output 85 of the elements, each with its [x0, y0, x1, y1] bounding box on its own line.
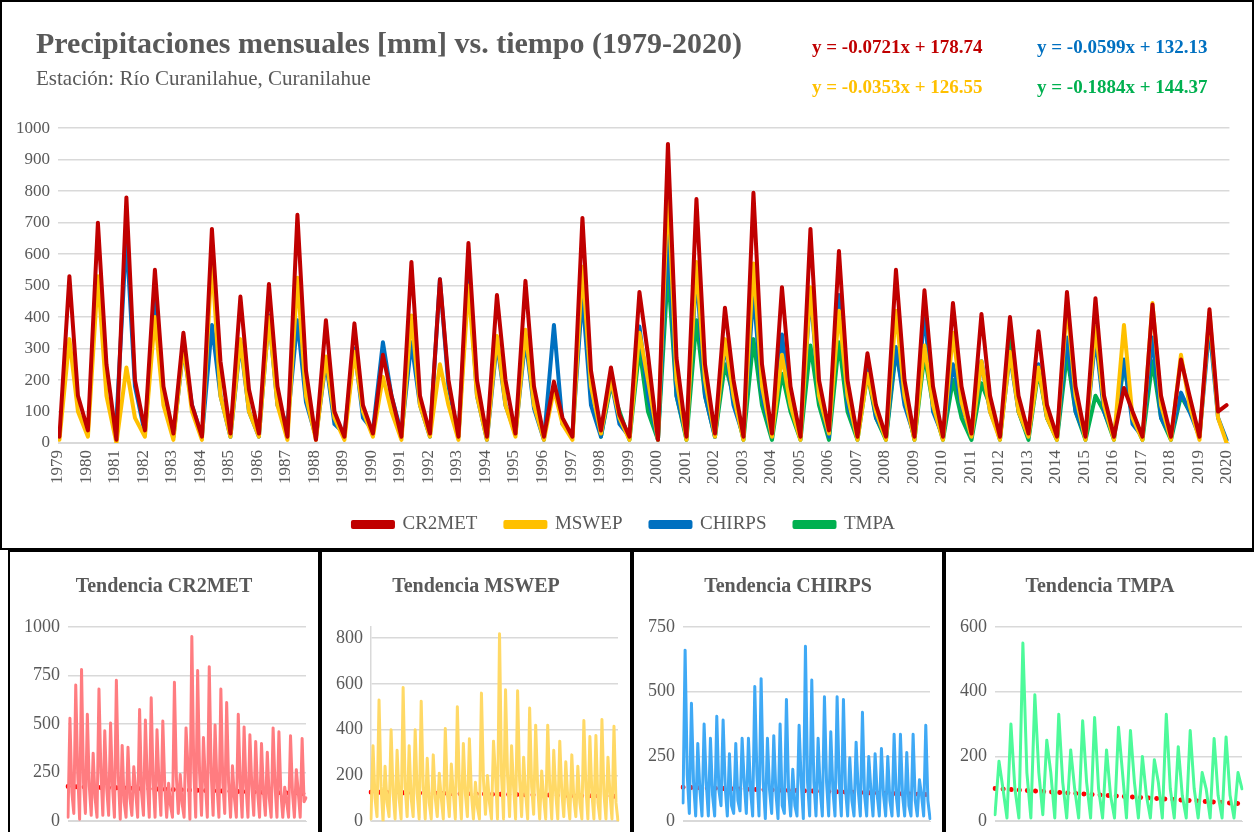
x-tick-label: 1981 [104, 450, 124, 484]
x-tick-label: 1991 [389, 450, 409, 484]
text: y = -0.0599x + 132.13 [1037, 36, 1208, 58]
x-tick-label: 1997 [560, 449, 580, 484]
y-tick-label: 0 [51, 809, 60, 830]
x-tick-label: 2017 [1130, 449, 1150, 484]
chart-subtitle: Estación: Río Curanilahue, Curanilahue [36, 66, 371, 91]
x-tick-label: 2003 [731, 450, 751, 484]
legend-label: CHIRPS [699, 512, 767, 534]
y-tick-label: 0 [41, 432, 50, 452]
y-tick-label: 750 [33, 664, 60, 685]
x-tick-label: 2012 [988, 450, 1008, 484]
x-tick-label: 1990 [360, 450, 380, 484]
x-tick-label: 1995 [503, 450, 523, 484]
text: y = -0.1884x + 144.37 [1037, 76, 1208, 98]
x-tick-label: 2020 [1216, 450, 1236, 484]
y-tick-label: 0 [354, 809, 363, 830]
x-tick-label: 1979 [47, 450, 67, 484]
x-tick-label: 2001 [674, 450, 694, 484]
legend-label: TMPA [844, 512, 896, 534]
y-tick-label: 250 [33, 761, 60, 782]
y-tick-label: 200 [24, 369, 50, 389]
x-tick-label: 1980 [75, 450, 95, 484]
x-tick-label: 1983 [161, 450, 181, 484]
chart-title: Tendencia CHIRPS [703, 574, 873, 597]
x-tick-label: 2005 [788, 450, 808, 484]
y-tick-label: 0 [666, 809, 675, 830]
y-tick-label: 500 [33, 712, 60, 733]
y-tick-label: 400 [960, 680, 987, 701]
x-tick-label: 2007 [845, 449, 865, 484]
x-tick-label: 2013 [1016, 450, 1036, 484]
y-tick-label: 700 [24, 212, 50, 232]
chart-title: Precipitaciones mensuales [mm] vs. tiempo (1979-2020) [36, 26, 742, 60]
y-tick-label: 0 [978, 809, 987, 830]
y-tick-label: 600 [960, 615, 987, 636]
chart-title: Tendencia TMPA [1024, 574, 1176, 597]
x-tick-label: 2016 [1102, 450, 1122, 484]
y-tick-label: 200 [960, 745, 987, 766]
legend-label: MSWEP [554, 512, 623, 534]
x-tick-label: 2015 [1073, 450, 1093, 484]
y-tick-label: 1000 [24, 615, 60, 636]
x-tick-label: 1989 [332, 450, 352, 484]
y-tick-label: 400 [24, 306, 50, 326]
x-tick-label: 2008 [874, 450, 894, 484]
y-tick-label: 900 [24, 149, 50, 169]
x-tick-label: 1992 [417, 450, 437, 484]
y-tick-label: 600 [336, 672, 363, 693]
text: y = -0.0353x + 126.55 [812, 76, 983, 98]
x-tick-label: 2006 [817, 450, 837, 484]
y-tick-label: 800 [336, 626, 363, 647]
text: y = -0.0721x + 178.74 [812, 36, 983, 58]
x-tick-label: 2018 [1159, 450, 1179, 484]
y-tick-label: 800 [24, 180, 50, 200]
chart-title: Tendencia CR2MET [74, 574, 254, 597]
y-tick-label: 500 [24, 275, 50, 295]
chart-title: Tendencia MSWEP [391, 574, 561, 597]
y-tick-label: 400 [336, 718, 363, 739]
x-tick-label: 1985 [218, 450, 238, 484]
x-tick-label: 1987 [275, 449, 295, 484]
x-tick-label: 1994 [475, 449, 494, 484]
x-tick-label: 1999 [617, 450, 637, 484]
x-tick-label: 2002 [703, 450, 723, 484]
y-tick-label: 250 [648, 745, 675, 766]
y-tick-label: 600 [24, 243, 50, 263]
legend-label: CR2MET [402, 512, 478, 534]
x-tick-label: 2019 [1187, 450, 1207, 484]
y-tick-label: 750 [648, 615, 675, 636]
x-tick-label: 2004 [760, 449, 780, 484]
x-tick-label: 2009 [902, 450, 922, 484]
y-tick-label: 500 [648, 680, 675, 701]
y-tick-label: 200 [336, 764, 363, 785]
x-tick-label: 1984 [189, 449, 209, 484]
x-tick-label: 2010 [931, 450, 951, 484]
x-tick-label: 1996 [532, 450, 551, 484]
x-tick-label: 1993 [446, 450, 466, 484]
x-tick-label: 2000 [646, 450, 666, 484]
x-tick-label: 1982 [132, 450, 152, 484]
y-tick-label: 300 [24, 338, 50, 358]
x-tick-label: 1986 [246, 450, 266, 484]
y-tick-label: 1000 [16, 117, 50, 137]
y-tick-label: 100 [24, 400, 50, 420]
x-tick-label: 1988 [303, 450, 323, 484]
x-tick-label: 2014 [1045, 449, 1065, 484]
x-tick-label: 2011 [959, 450, 979, 484]
x-tick-label: 1998 [589, 450, 608, 484]
